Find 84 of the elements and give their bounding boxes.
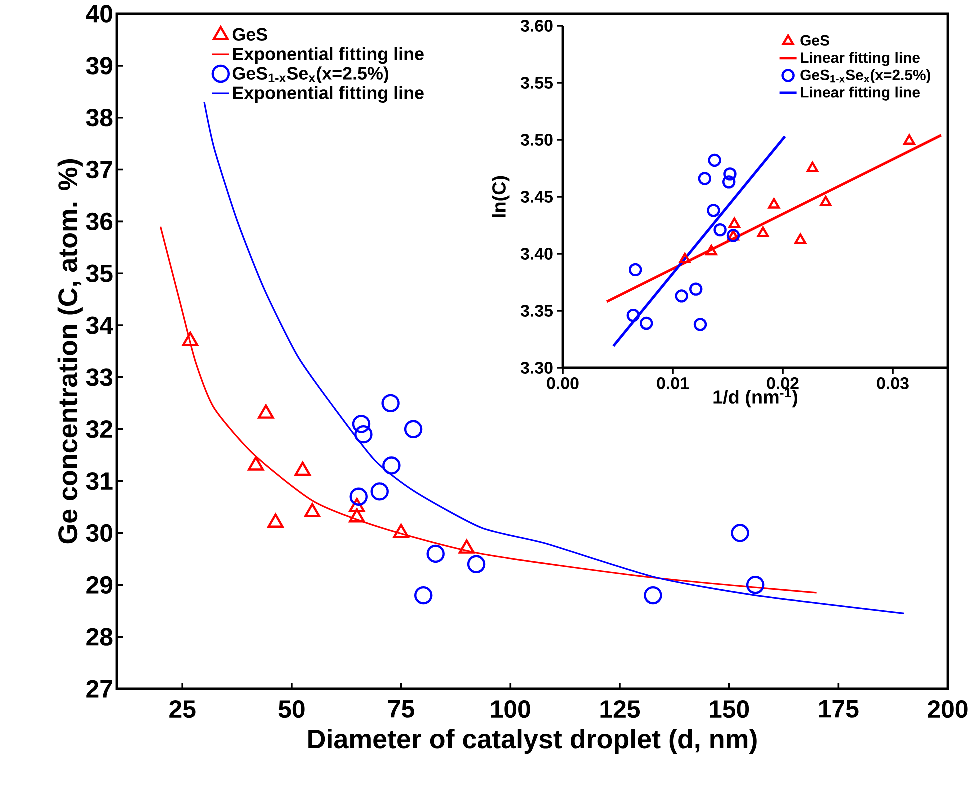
point [404,420,423,438]
x-tick-label: 200 [928,700,968,718]
y-tick-label: 32 [86,420,112,438]
point [640,316,654,330]
point [690,282,703,296]
point [350,488,368,506]
point [626,308,640,322]
line-series [160,226,818,594]
point [706,245,718,256]
x-tick-label: 0.02 [767,378,799,390]
y-tick-label: 30 [86,524,112,542]
x-tick-label: 0.03 [877,378,909,390]
x-tick-label: 150 [710,700,750,718]
point [722,176,736,189]
legend-label: GeS$_{1-x}$Se$_{x}$(x=2.5%) [232,66,388,84]
legend-label: Exponential fitting line [233,86,424,104]
point [768,198,780,209]
point [724,168,737,181]
y-tick-label: 33 [86,368,113,386]
x-axis-title: Diameter of catalyst droplet (d, nm) [308,728,757,754]
y-tick-label: 28 [86,628,113,646]
legend-label: GeS [232,28,268,41]
point [258,404,274,419]
y-tick-label: 38 [86,109,113,127]
x-tick-label: 175 [819,700,859,718]
point [426,544,445,564]
point [352,415,371,434]
x-tick-label: 125 [600,700,640,718]
legend-label: GeS$_{1-x}$Se$_{x}$(x=2.5%) [800,70,931,84]
point [757,226,770,238]
legend-label: GeS [800,35,830,46]
y-tick-label: 39 [86,57,113,75]
y-tick-label: 35 [86,264,113,282]
legend-label: Linear fitting line [801,52,920,66]
point [806,162,819,172]
point [820,196,832,207]
x-tick-label: 75 [388,700,414,718]
point [248,456,264,471]
x-tick-label: 0.01 [657,378,690,390]
x-tick-label: 100 [491,700,530,718]
point [182,332,199,346]
point [382,456,401,475]
point [746,576,765,594]
point [728,218,740,228]
y-tick-label: 3.55 [520,76,554,89]
x-tick-label: 0.00 [547,378,579,390]
point [708,154,722,168]
y-tick-label: 36 [86,212,113,231]
y-tick-label: 3.45 [520,190,554,203]
x-axis-title: 1/d (nm$^{-1}$) [714,388,798,408]
point [694,318,708,332]
legend-label: Linear fitting line [801,86,920,101]
point [354,425,373,444]
y-tick-label: 37 [86,160,112,179]
y-tick-label: 27 [86,680,112,698]
y-tick-label: 31 [86,472,113,490]
y-tick-label: 34 [86,316,114,334]
point [731,524,750,542]
point [370,482,389,501]
y-axis-title: Ge concentration (C, atom. %) [58,160,83,544]
y-axis-title: ln(C) [492,176,510,218]
legend-label: Exponential fitting line [233,47,424,64]
x-tick-label: 25 [170,700,196,718]
point [675,290,688,303]
point [714,223,727,237]
x-tick-label: 50 [278,700,305,718]
point [414,586,433,605]
point [679,253,691,264]
point [794,234,806,244]
y-tick-label: 3.30 [520,362,553,374]
point [629,263,642,277]
y-tick-label: 3.40 [520,248,553,260]
y-tick-label: 3.35 [520,304,554,317]
point [644,586,662,605]
point [707,204,720,218]
y-tick-label: 3.50 [520,134,553,146]
point [698,172,712,186]
point [904,134,916,145]
point [467,555,486,574]
y-tick-label: 40 [86,5,112,23]
y-tick-label: 3.60 [520,20,553,32]
point [382,394,400,413]
point [294,462,311,476]
y-tick-label: 29 [86,576,113,594]
